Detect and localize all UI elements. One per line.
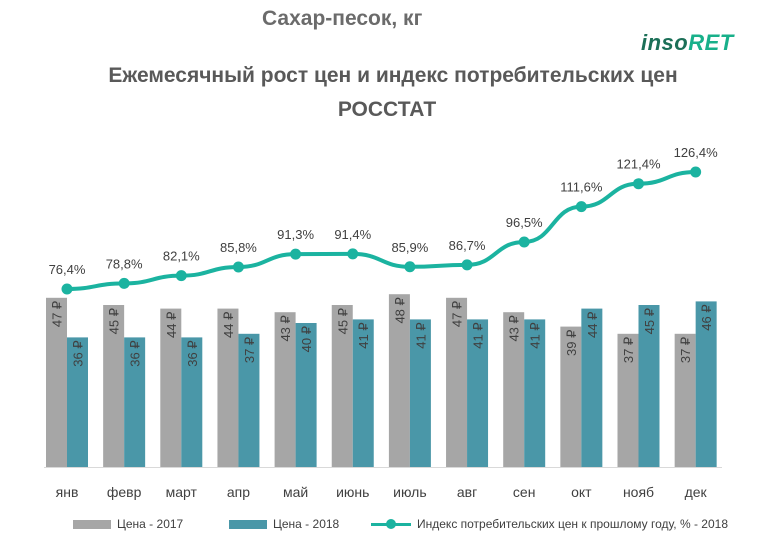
index-point-сен xyxy=(518,236,530,248)
bar-2017-май xyxy=(274,312,296,467)
bar-label-2018-март: 36 ₽ xyxy=(185,340,200,366)
bar-2018-апр xyxy=(238,333,260,467)
bar-label-2017-нояб: 37 ₽ xyxy=(621,337,636,363)
bar-label-2018-апр: 37 ₽ xyxy=(242,337,257,363)
index-point-июль xyxy=(404,261,416,273)
bar-2017-янв xyxy=(46,297,67,467)
index-label-окт: 111,6% xyxy=(560,180,603,195)
bar-2017-март xyxy=(160,308,182,467)
x-tick-нояб: нояб xyxy=(623,484,654,500)
index-label-авг: 86,7% xyxy=(449,238,486,253)
index-label-апр: 85,8% xyxy=(220,240,257,255)
bar-label-2017-сен: 43 ₽ xyxy=(507,315,522,341)
bar-2017-июль xyxy=(388,294,410,467)
bar-2018-март xyxy=(181,337,203,467)
bar-2017-дек xyxy=(674,333,696,467)
index-label-янв: 76,4% xyxy=(49,262,86,277)
bar-2017-апр xyxy=(217,308,239,467)
index-point-апр xyxy=(232,261,244,273)
bar-label-2017-июль: 48 ₽ xyxy=(392,297,407,323)
index-label-март: 82,1% xyxy=(163,249,200,264)
legend-item-index: Индекс потребительских цен к прошлому го… xyxy=(371,517,728,531)
index-point-июнь xyxy=(347,248,359,260)
index-label-сен: 96,5% xyxy=(506,215,543,230)
legend-label-index: Индекс потребительских цен к прошлому го… xyxy=(417,517,728,531)
index-point-нояб xyxy=(633,178,644,190)
index-label-июнь: 91,4% xyxy=(334,227,371,242)
bar-label-2018-май: 40 ₽ xyxy=(299,326,314,352)
bar-2017-июнь xyxy=(331,305,353,467)
bar-2018-авг xyxy=(467,319,489,467)
legend-label-2017: Цена - 2017 xyxy=(117,517,184,531)
bar-label-2018-июль: 41 ₽ xyxy=(413,322,428,348)
x-tick-июнь: июнь xyxy=(336,484,369,500)
index-point-янв xyxy=(61,283,73,295)
index-point-февр xyxy=(118,277,130,289)
legend-label-2018: Цена - 2018 xyxy=(273,517,340,531)
bar-label-2017-апр: 44 ₽ xyxy=(221,312,236,338)
bar-label-2017-март: 44 ₽ xyxy=(164,312,179,338)
bar-label-2017-февр: 45 ₽ xyxy=(107,308,122,334)
x-tick-авг: авг xyxy=(457,484,477,500)
index-point-март xyxy=(175,270,187,282)
bar-label-2018-нояб: 45 ₽ xyxy=(642,308,657,334)
bar-label-2018-сен: 41 ₽ xyxy=(528,322,543,348)
x-tick-окт: окт xyxy=(571,484,592,500)
bar-2018-окт xyxy=(581,308,603,467)
bar-label-2018-авг: 41 ₽ xyxy=(471,322,486,348)
chart-title: Ежемесячный рост цен и индекс потребител… xyxy=(108,64,678,87)
x-tick-апр: апр xyxy=(227,484,250,500)
bar-2017-февр xyxy=(103,305,125,467)
bar-2018-июнь xyxy=(352,319,374,467)
bar-label-2017-дек: 37 ₽ xyxy=(678,337,693,363)
bar-2018-нояб xyxy=(638,305,660,467)
bar-2018-сен xyxy=(524,319,546,467)
index-label-май: 91,3% xyxy=(277,227,314,242)
bar-label-2017-окт: 39 ₽ xyxy=(564,330,579,356)
chart-title-source: РОССТАТ xyxy=(337,98,437,121)
insoret-logo: insoRET xyxy=(641,30,734,55)
bar-2018-янв xyxy=(67,337,88,467)
bar-label-2018-янв: 36 ₽ xyxy=(71,340,86,366)
legend-swatch-2018 xyxy=(229,519,267,529)
x-tick-май: май xyxy=(283,484,308,500)
index-label-июль: 85,9% xyxy=(391,240,428,255)
legend-item-2017: Цена - 2017 xyxy=(73,517,183,531)
bar-label-2017-июнь: 45 ₽ xyxy=(335,308,350,334)
x-tick-сен: сен xyxy=(513,484,536,500)
x-tick-февр: февр xyxy=(107,484,142,500)
index-label-февр: 78,8% xyxy=(106,256,143,271)
index-label-нояб: 121,4% xyxy=(616,157,661,172)
bar-2017-нояб xyxy=(617,333,639,467)
index-point-дек xyxy=(690,166,702,178)
legend: Цена - 2017 Цена - 2018 Индекс потребите… xyxy=(0,517,770,539)
x-tick-июль: июль xyxy=(393,484,426,500)
x-tick-янв: янв xyxy=(56,484,79,500)
bar-2017-окт xyxy=(560,326,582,467)
bar-label-2018-дек: 46 ₽ xyxy=(699,304,714,330)
legend-swatch-2017 xyxy=(73,519,111,529)
bar-2018-май xyxy=(295,323,317,467)
bar-2017-сен xyxy=(503,312,525,467)
bar-label-2018-июнь: 41 ₽ xyxy=(356,322,371,348)
chart-subtitle: Сахар-песок, кг xyxy=(262,7,423,30)
index-label-дек: 126,4% xyxy=(674,145,719,160)
x-tick-март: март xyxy=(166,484,198,500)
bar-label-2017-авг: 47 ₽ xyxy=(450,301,465,327)
bar-label-2018-февр: 36 ₽ xyxy=(128,340,143,366)
bar-2018-июль xyxy=(409,319,431,467)
legend-swatch-index xyxy=(371,518,411,530)
bar-label-2017-янв: 47 ₽ xyxy=(50,301,65,327)
bar-2018-дек xyxy=(695,301,717,467)
bar-2018-февр xyxy=(124,337,146,467)
x-tick-дек: дек xyxy=(685,484,708,500)
legend-item-2018: Цена - 2018 xyxy=(229,517,339,531)
index-point-май xyxy=(290,248,302,260)
index-point-окт xyxy=(575,201,587,213)
index-point-авг xyxy=(461,259,473,271)
bar-2017-авг xyxy=(446,297,468,467)
bar-label-2017-май: 43 ₽ xyxy=(278,315,293,341)
bar-label-2018-окт: 44 ₽ xyxy=(585,312,600,338)
